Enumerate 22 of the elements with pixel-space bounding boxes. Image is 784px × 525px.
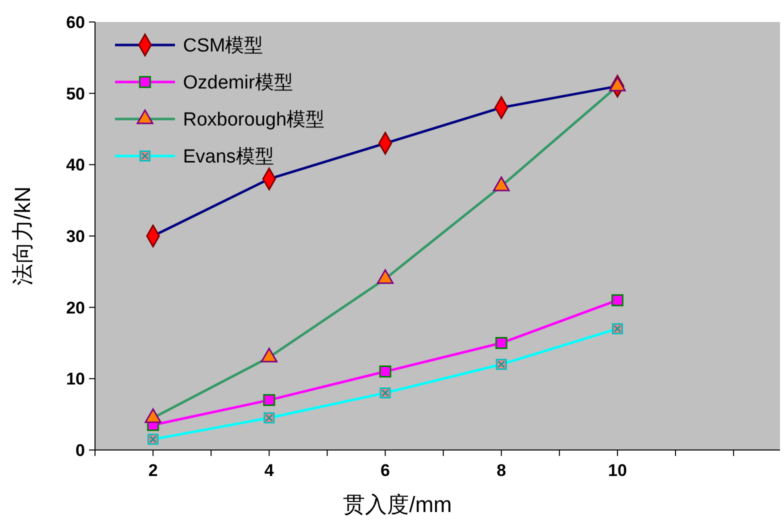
legend-label: Ozdemir模型 xyxy=(183,72,293,94)
y-tick-label: 50 xyxy=(66,84,85,104)
point xyxy=(611,294,624,306)
y-tick-label: 20 xyxy=(66,298,85,318)
point xyxy=(263,394,276,406)
x-tick-label: 4 xyxy=(264,461,274,480)
y-tick-label: 0 xyxy=(76,440,85,460)
legend-label: CSM模型 xyxy=(183,36,264,57)
x-tick-label: 8 xyxy=(496,461,506,480)
x-axis-title: 贯入度/mm xyxy=(343,492,452,517)
legend-label: Evans模型 xyxy=(183,146,274,168)
y-tick-label: 60 xyxy=(66,12,85,32)
y-tick-label: 30 xyxy=(66,226,85,246)
x-tick-label: 2 xyxy=(148,461,158,480)
point xyxy=(495,337,508,349)
x-tick-label: 6 xyxy=(380,461,390,480)
y-tick-label: 10 xyxy=(66,370,85,389)
legend-label: Roxborough模型 xyxy=(183,110,325,131)
y-axis-title: 法向力/kN xyxy=(10,186,35,286)
y-tick-label: 40 xyxy=(66,156,85,175)
x-tick-label: 10 xyxy=(608,461,627,480)
point xyxy=(379,366,392,378)
